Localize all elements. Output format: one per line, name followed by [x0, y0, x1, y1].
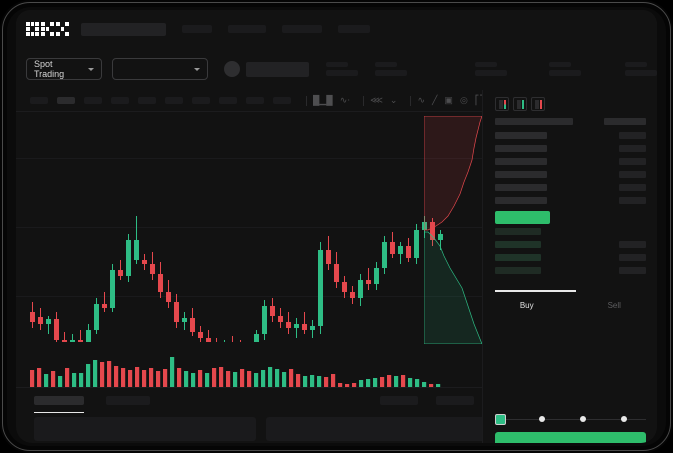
orderbook-bid-row[interactable] [495, 241, 646, 248]
drawing-tools-icon[interactable]: ╱ [432, 95, 438, 105]
submit-buy-button[interactable] [495, 432, 646, 443]
action-cancel-all[interactable] [436, 396, 474, 405]
stat-change-24h [375, 62, 407, 76]
pair-header-bar: Spot Trading [16, 48, 657, 90]
fullscreen-icon[interactable]: ⎡⎤ [474, 95, 484, 105]
snapshot-icon[interactable]: ▣ [444, 95, 453, 105]
stat-volume-24h [625, 62, 657, 76]
trading-mode-label: Spot Trading [34, 59, 65, 79]
top-navigation-bar [16, 10, 657, 48]
timeframe-6[interactable] [165, 97, 183, 104]
orderbook-mode-asks[interactable] [531, 97, 545, 111]
orderbook-ask-row[interactable] [495, 158, 646, 165]
pair-selector[interactable] [111, 58, 209, 80]
orderbook-bid-row[interactable] [495, 254, 646, 261]
orders-tab-bar [16, 387, 482, 413]
timeframe-2[interactable] [57, 97, 75, 104]
bottom-panels [16, 413, 657, 443]
logo-glyph-o [26, 22, 39, 36]
orderbook-rows[interactable] [483, 118, 657, 306]
line-chart-icon[interactable]: ∿ [417, 95, 425, 105]
slider-dot-66[interactable] [580, 416, 586, 422]
timeframe-8[interactable] [219, 97, 237, 104]
buy-sell-tabs: Buy Sell [483, 290, 657, 320]
gridline [16, 227, 482, 228]
orderbook-ask-row[interactable] [495, 132, 646, 139]
timeframe-7[interactable] [192, 97, 210, 104]
chart-toolbar: █▁█ ∿⋅ ⋘ ⌄ ∿ ╱ ▣ ◎ ⎡⎤ [16, 90, 657, 112]
stat-last-price [326, 62, 358, 76]
volume-histogram [30, 357, 441, 387]
toolbar-divider [306, 95, 307, 106]
price-chart[interactable] [16, 112, 482, 387]
candlestick-series [30, 216, 443, 342]
orderbook-mode-group [483, 90, 657, 111]
gridline [16, 158, 482, 159]
toolbar-divider [363, 95, 365, 106]
tab-buy[interactable]: Buy [519, 300, 534, 310]
stat-low-24h [549, 62, 581, 76]
chevron-down-icon[interactable]: ⌄ [389, 95, 398, 105]
amount-slider[interactable] [495, 413, 646, 427]
stat-high-24h [475, 62, 507, 76]
orderbook-ask-row[interactable] [495, 197, 646, 204]
timeframe-4[interactable] [111, 97, 129, 104]
active-tab-indicator [495, 290, 576, 292]
logo-glyph-x [56, 22, 69, 36]
orderbook-mode-both[interactable] [495, 97, 509, 111]
bottom-panel-left[interactable] [34, 417, 256, 441]
global-search-input[interactable] [81, 22, 166, 36]
orderbook-last-price [495, 211, 646, 224]
trading-mode-selector[interactable]: Spot Trading [26, 58, 102, 80]
slider-dot-100[interactable] [621, 416, 627, 422]
orderbook-bid-row[interactable] [495, 228, 646, 235]
orderbook-ask-row[interactable] [495, 184, 646, 191]
pair-name-label [246, 61, 309, 77]
logo-glyph-k [41, 22, 54, 36]
chart-gridlines [16, 112, 482, 387]
action-hide-other-pairs[interactable] [380, 396, 418, 405]
timeframe-10[interactable] [273, 97, 291, 104]
order-form [483, 320, 657, 420]
timeframe-5[interactable] [138, 97, 156, 104]
nav-item-4[interactable] [338, 25, 370, 33]
orderbook-ask-row[interactable] [495, 171, 646, 178]
timeframe-3[interactable] [84, 97, 102, 104]
bottom-panel-right[interactable] [266, 417, 491, 441]
slider-track [503, 419, 646, 420]
tab-open-orders[interactable] [34, 396, 84, 413]
chevron-down-icon [87, 67, 94, 71]
app-screen: Spot Trading [16, 10, 657, 443]
timeframe-1[interactable] [30, 97, 48, 104]
settings-icon[interactable]: ◎ [459, 95, 468, 105]
nav-item-2[interactable] [228, 25, 266, 33]
nav-item-1[interactable] [182, 25, 212, 33]
chevron-down-icon [194, 67, 201, 71]
coin-avatar [224, 61, 241, 77]
tab-sell[interactable]: Sell [607, 300, 621, 310]
compare-icon[interactable]: ⋘ [370, 95, 383, 105]
orders-actions [362, 396, 482, 405]
orderbook-header [495, 118, 646, 125]
gridline [16, 296, 482, 297]
nav-item-3[interactable] [282, 25, 322, 33]
candlestick-icon[interactable]: █▁█ [313, 95, 333, 105]
orderbook-ask-row[interactable] [495, 145, 646, 152]
market-depth-overlay [424, 116, 482, 344]
timeframe-9[interactable] [246, 97, 264, 104]
orderbook-mode-bids[interactable] [513, 97, 527, 111]
toolbar-divider [410, 95, 412, 106]
slider-dot-33[interactable] [539, 416, 545, 422]
orderbook-bid-row[interactable] [495, 267, 646, 274]
okx-logo-icon[interactable] [26, 22, 69, 36]
orderbook-panel: Buy Sell [482, 90, 657, 443]
slider-handle[interactable] [495, 414, 506, 425]
indicator-icon[interactable]: ∿⋅ [339, 95, 351, 105]
tab-order-history[interactable] [106, 396, 150, 405]
